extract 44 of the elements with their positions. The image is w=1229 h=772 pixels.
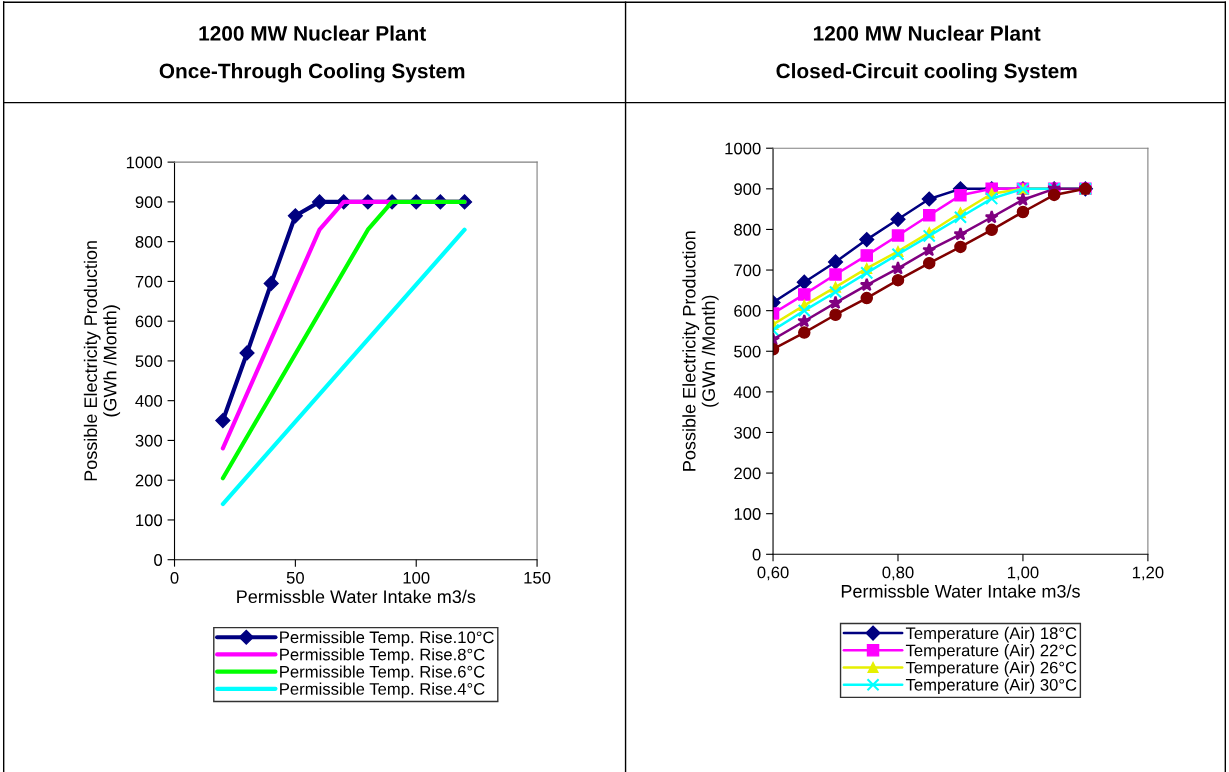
y-tick-label: 500 — [135, 355, 163, 368]
y-tick-label: 800 — [734, 223, 761, 236]
y-tick-label: 200 — [734, 467, 761, 480]
legend-label: Temperature (Air) 26°C — [905, 661, 1077, 677]
y-tick-label: 900 — [734, 183, 761, 196]
y-tick-label: 100 — [734, 508, 761, 520]
x-axis-title: Permissble Water Intake m3/s — [841, 584, 1080, 598]
legend-label: Permissible Temp. Rise.4°C — [280, 682, 485, 699]
legend-label: Permissible Temp. Rise.6°C — [280, 665, 485, 681]
chart-title: 1200 MW Nuclear Plant Once-Through Cooling System — [159, 25, 465, 83]
chart-title: 1200 MW Nuclear Plant Closed-Circuit cooling System — [776, 25, 1077, 83]
y-tick-label: 800 — [135, 236, 163, 248]
x-tick-label: 100 — [403, 571, 430, 584]
y-tick-label: 400 — [135, 395, 163, 407]
y-tick-label: 0 — [154, 554, 163, 566]
legend-label: Temperature (Air) 30°C — [905, 678, 1077, 695]
y-tick-label: 900 — [135, 196, 163, 209]
legend-label: Permissible Temp. Rise.8°C — [280, 648, 485, 664]
legend-label: Temperature (Air) 18°C — [905, 626, 1077, 643]
y-tick-label: 300 — [135, 434, 163, 447]
y-tick-label: 100 — [136, 514, 163, 527]
x-tick-label: 1,00 — [1007, 566, 1039, 581]
y-tick-label: 500 — [734, 345, 761, 358]
x-axis-title: Permissble Water Intake m3/s — [237, 589, 476, 604]
x-tick-label: 0 — [170, 571, 179, 584]
y-tick-label: 700 — [734, 264, 761, 277]
x-tick-label: 0,80 — [882, 566, 914, 581]
x-tick-label: 1,20 — [1132, 566, 1164, 581]
y-tick-label: 600 — [135, 315, 163, 328]
legend-label: Temperature (Air) 22°C — [905, 644, 1077, 660]
y-tick-label: 300 — [734, 426, 761, 439]
x-tick-label: 50 — [286, 571, 304, 584]
x-tick-label: 0,60 — [757, 566, 789, 581]
x-tick-label: 150 — [524, 571, 551, 584]
y-tick-label: 600 — [734, 305, 761, 317]
y-tick-label: 700 — [135, 275, 163, 288]
y-tick-label: 200 — [135, 474, 163, 487]
y-axis-title: Possible Electricity Production (GWn /Month) — [682, 231, 719, 471]
y-tick-label: 1000 — [126, 156, 163, 169]
y-axis-title: Possible Electricity Production (GWh /Month) — [83, 241, 121, 481]
y-tick-label: 400 — [733, 386, 761, 399]
legend-label: Permissible Temp. Rise.10°C — [280, 631, 494, 647]
y-tick-label: 1000 — [725, 142, 761, 155]
y-tick-label: 0 — [752, 548, 761, 561]
